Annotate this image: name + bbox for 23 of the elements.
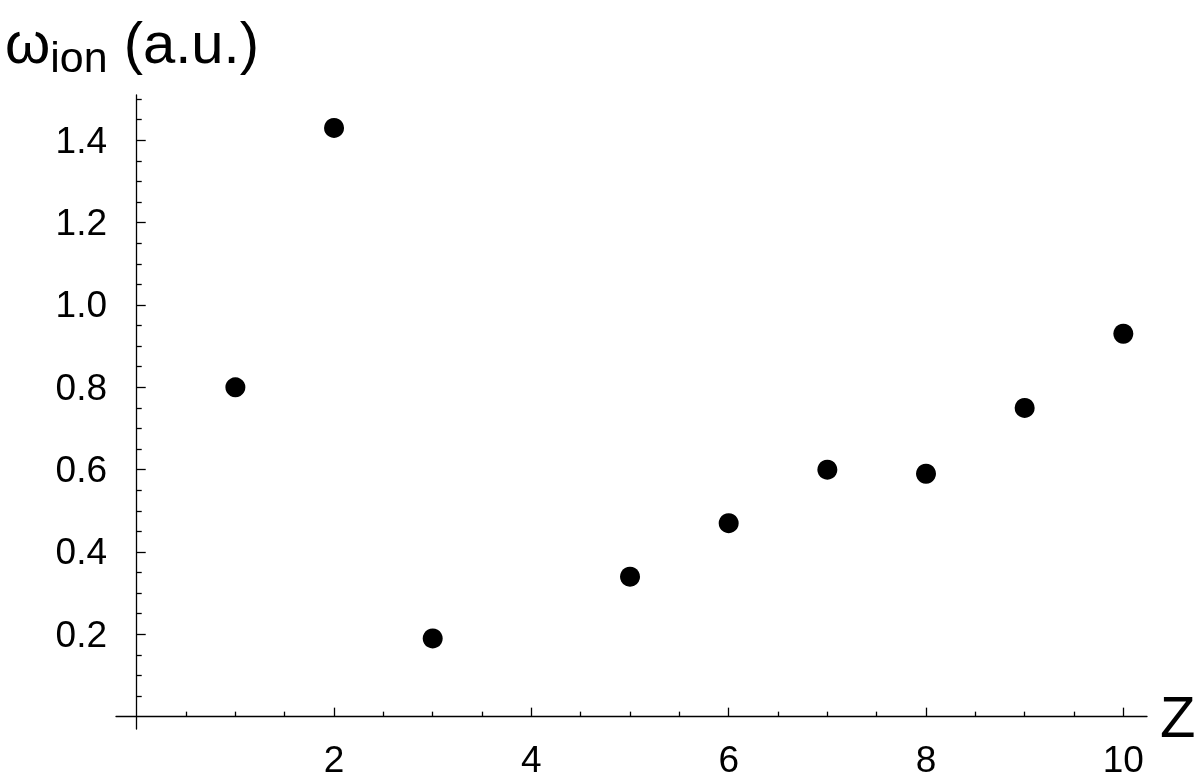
y-tick-label: 1.4 (55, 119, 107, 161)
y-axis-title: ω$_{ion}$ (a.u.) (5, 10, 260, 81)
y-tick-label: 1.0 (55, 284, 107, 326)
y-tick-label: 0.4 (55, 531, 107, 573)
point (1014, 397, 1035, 418)
x-tick-label: 4 (521, 739, 542, 778)
point (620, 566, 641, 587)
point (422, 628, 443, 649)
x-tick-label: 10 (1102, 739, 1144, 778)
x-tick-label: 2 (323, 739, 345, 778)
point (916, 463, 936, 484)
point (718, 513, 739, 534)
x-tick-label: 6 (718, 739, 739, 778)
point (324, 117, 345, 138)
point (225, 377, 246, 398)
y-tick-label: 0.8 (55, 366, 107, 408)
point (817, 459, 838, 480)
y-tick-label: 0.2 (55, 613, 107, 655)
y-tick-label: 0.6 (55, 449, 107, 491)
y-tick-label: 1.2 (55, 202, 107, 244)
x-axis-title: Z (1160, 684, 1196, 750)
x-tick-label: 8 (915, 739, 937, 778)
point (1113, 323, 1134, 344)
